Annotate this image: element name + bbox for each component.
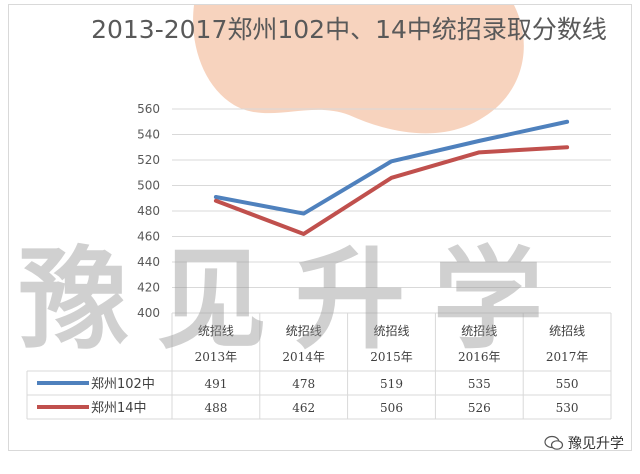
series-name: 郑州14中 — [91, 401, 147, 416]
y-tick-label: 520 — [137, 153, 160, 167]
category-label: 统招线 — [373, 324, 409, 338]
category-label: 统招线 — [198, 324, 234, 338]
y-tick-label: 400 — [137, 306, 160, 320]
chart-frame: 2013-2017郑州102中、14中统招录取分数线 400 420 440 460 4… — [8, 4, 632, 451]
y-axis: 400 420 440 460 480 500 520 540 560 — [137, 102, 160, 320]
data-table: 统招线 2013年 统招线 2014年 统招线 2015年 统招线 2016年 统招线 2017年… — [26, 313, 612, 420]
background-decoration — [193, 5, 524, 134]
data-table-value: 535 — [468, 377, 491, 391]
credit-badge: 豫见升学 — [544, 433, 624, 453]
data-table-value: 462 — [292, 401, 315, 415]
data-table-value: 488 — [204, 401, 227, 415]
data-table-value: 519 — [380, 377, 403, 391]
y-tick-label: 420 — [137, 281, 160, 295]
category-label: 统招线 — [461, 324, 497, 338]
category-label: 2017年 — [546, 350, 589, 364]
y-tick-label: 460 — [137, 230, 160, 244]
line-chart: 400 420 440 460 480 500 520 540 560 统招线 2013年 统招线 2… — [26, 102, 612, 420]
y-tick-label: 540 — [137, 128, 160, 142]
wechat-icon — [544, 435, 564, 450]
y-tick-label: 480 — [137, 204, 160, 218]
y-tick-label: 560 — [137, 102, 160, 116]
chart-title: 2013-2017郑州102中、14中统招录取分数线 — [91, 15, 607, 44]
data-table-value: 491 — [204, 377, 227, 391]
data-table-value: 478 — [292, 377, 315, 391]
data-table-value: 526 — [468, 401, 491, 415]
series-name: 郑州102中 — [91, 377, 155, 392]
y-tick-label: 500 — [137, 179, 160, 193]
credit-text: 豫见升学 — [568, 436, 624, 452]
series-line — [213, 145, 570, 236]
category-label: 2014年 — [282, 350, 325, 364]
category-label: 统招线 — [286, 324, 322, 338]
category-label: 统招线 — [549, 324, 585, 338]
category-label: 2016年 — [458, 350, 501, 364]
y-tick-label: 440 — [137, 255, 160, 269]
series-lines — [213, 119, 570, 236]
data-table-value: 506 — [380, 401, 403, 415]
category-label: 2015年 — [370, 350, 413, 364]
data-table-value: 530 — [556, 401, 579, 415]
data-table-value: 550 — [556, 377, 579, 391]
series-line — [213, 119, 570, 216]
category-label: 2013年 — [195, 350, 238, 364]
